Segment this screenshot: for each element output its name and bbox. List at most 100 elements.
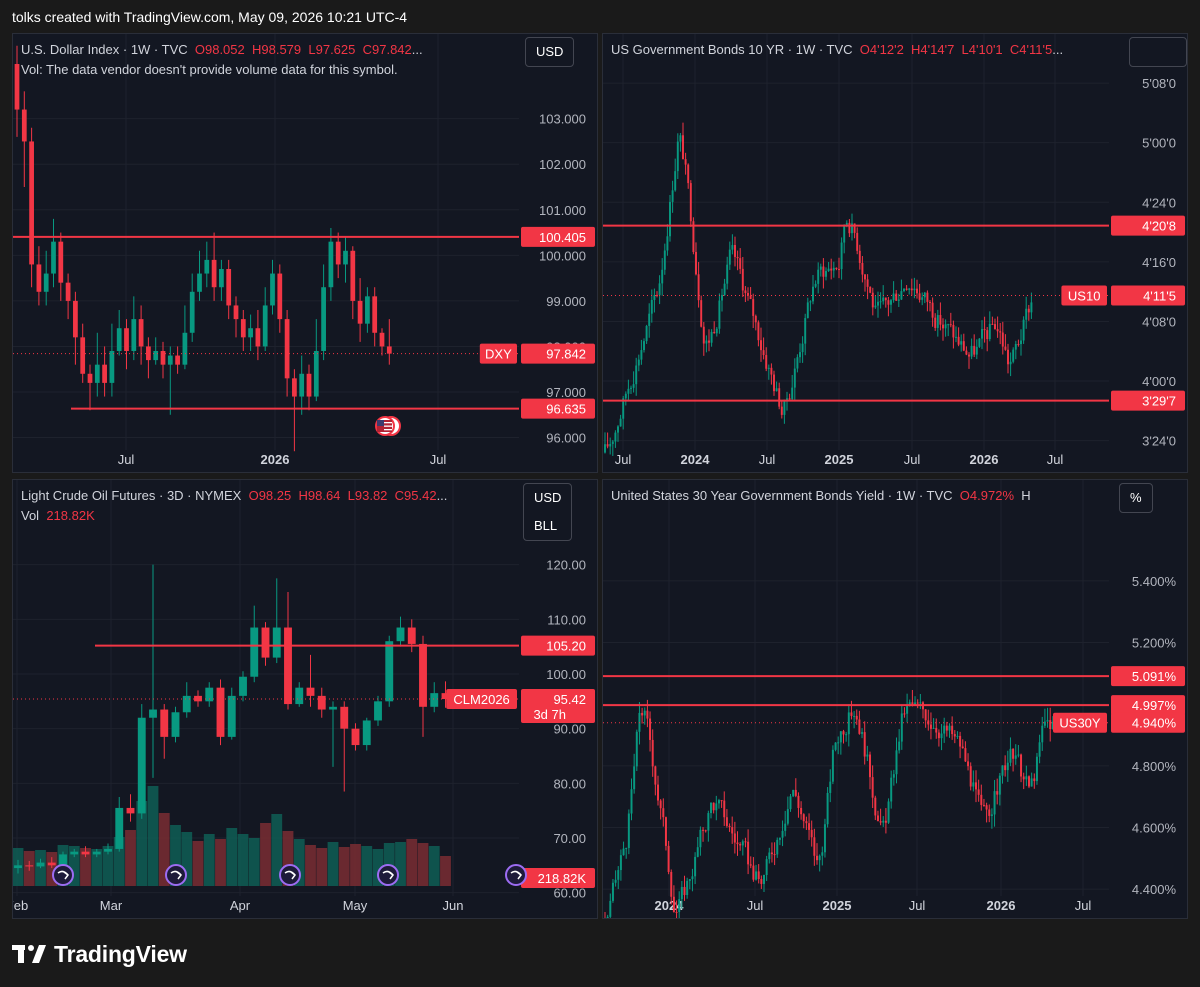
volume-value-text: 218.82K [538, 871, 587, 886]
candle-body [102, 364, 107, 383]
candle-body [29, 141, 34, 265]
event-marker-icon[interactable] [505, 864, 527, 886]
volume-bar [125, 830, 136, 886]
candle-body [104, 848, 112, 852]
candle-body [851, 223, 853, 234]
x-tick-label: Feb [13, 898, 28, 913]
candle-body [707, 813, 710, 831]
event-marker-icon[interactable] [165, 864, 187, 886]
candle-body [1041, 725, 1044, 743]
candle-body [696, 847, 699, 857]
legend-low: L4'10'1 [961, 42, 1003, 57]
y-tick-label: 96.000 [546, 431, 586, 446]
last-price-label [1111, 712, 1185, 733]
candle-body [650, 299, 653, 314]
us10-chart[interactable]: 3'24'0 4'00'0 4'08'0 4'16'0 4'24'0 5'00'0 5'08… [603, 34, 1188, 473]
chart-panel-us10[interactable]: 3'24'0 4'00'0 4'08'0 4'16'0 4'24'0 5'00'0 5'08… [602, 33, 1188, 473]
candle-body [895, 750, 898, 775]
currency-selector[interactable]: USD [525, 37, 575, 67]
currency-usd[interactable]: USD [534, 490, 562, 505]
candle-body [773, 854, 776, 856]
currency-selector[interactable] [1129, 37, 1187, 67]
candle-body [1025, 776, 1028, 780]
legend-high: H4'14'7 [911, 42, 955, 57]
candle-body [374, 701, 382, 721]
candle-body [606, 916, 609, 918]
candle-body [783, 399, 786, 415]
level-price-label [521, 398, 595, 419]
candle-body [667, 845, 670, 872]
candle-body [809, 301, 812, 303]
candle-body [924, 709, 927, 721]
candle-body [845, 734, 848, 736]
unit-bll[interactable]: BLL [534, 518, 558, 533]
currency-selector[interactable]: % [1119, 483, 1153, 513]
candle-body [723, 283, 726, 296]
candle-body [982, 804, 985, 806]
candle-body [947, 324, 950, 326]
currency-empty[interactable] [1130, 38, 1186, 66]
candle-body [757, 322, 760, 341]
candle-body [866, 754, 869, 757]
candle-body [877, 301, 879, 306]
crude-chart[interactable]: 60.00 70.00 80.00 90.00 100.00 110.00 120.00 Fe… [13, 480, 598, 919]
level-price-label [1111, 390, 1185, 411]
y-tick-label: 90.00 [553, 722, 586, 737]
candle-body [1030, 778, 1033, 787]
candle-body [897, 299, 900, 301]
candle-body [329, 706, 337, 710]
event-marker-icon[interactable] [377, 864, 399, 886]
candle-body [744, 290, 747, 294]
candle-body [92, 851, 101, 855]
candle-body [939, 315, 942, 325]
candle-body [827, 268, 830, 272]
candle-body [625, 847, 628, 849]
candle-body [239, 676, 247, 696]
candle-body [765, 355, 768, 369]
legend-title: U.S. Dollar Index · 1W · TVC [21, 42, 188, 57]
candle-body [800, 807, 803, 815]
last-price-label [1111, 285, 1185, 306]
tradingview-logo[interactable]: TradingView [12, 934, 187, 974]
candle-body [250, 627, 259, 677]
volume-bar [170, 825, 181, 886]
y-tick-label: 4'16'0 [1142, 255, 1176, 270]
y-tick-label: 5.400% [1132, 574, 1177, 589]
chart-panel-us30y[interactable]: 4.400%4.600%4.800%5.000%5.200%5.400%2024… [602, 479, 1188, 919]
us30y-chart[interactable]: 4.400%4.600%4.800%5.000%5.200%5.400%2024… [603, 480, 1188, 919]
candle-body [653, 295, 656, 300]
volume-bar [440, 856, 451, 886]
candle-body [65, 282, 71, 301]
candle-body [910, 288, 913, 291]
candle-body [869, 754, 871, 778]
candle-body [25, 865, 34, 867]
level-price-text: 4.997% [1132, 698, 1177, 713]
candle-body [749, 295, 752, 300]
chart-panel-dxy[interactable]: 96.00097.00098.00099.000100.000101.00010… [12, 33, 598, 473]
y-tick-label: 5.200% [1132, 636, 1177, 651]
dxy-chart[interactable]: 96.00097.00098.00099.000100.000101.00010… [13, 34, 598, 473]
candle-body [695, 251, 697, 275]
candle-body [723, 800, 726, 818]
volume-bar [260, 823, 271, 886]
economic-event-flag-icon[interactable] [375, 416, 401, 436]
candle-body [671, 190, 674, 202]
y-tick-label: 4.800% [1132, 759, 1177, 774]
event-marker-icon[interactable] [52, 864, 74, 886]
candle-body [1025, 308, 1028, 320]
event-marker-icon[interactable] [279, 864, 301, 886]
candle-body [768, 852, 771, 860]
unit-percent[interactable]: % [1130, 490, 1142, 505]
legend-high: H98.64 [298, 488, 341, 503]
currency-unit-selector[interactable]: USD BLL [523, 483, 573, 541]
chart-panel-crude[interactable]: 60.00 70.00 80.00 90.00 100.00 110.00 120.00 Fe… [12, 479, 598, 919]
candle-body [728, 825, 731, 828]
candle-body [754, 315, 757, 323]
candle-body [622, 848, 625, 856]
candles [604, 689, 1054, 918]
currency-usd[interactable]: USD [536, 44, 564, 59]
candle-body [892, 774, 895, 778]
candle-body [340, 706, 349, 729]
candle-body [640, 350, 643, 360]
level-price-text: 96.635 [546, 402, 586, 417]
